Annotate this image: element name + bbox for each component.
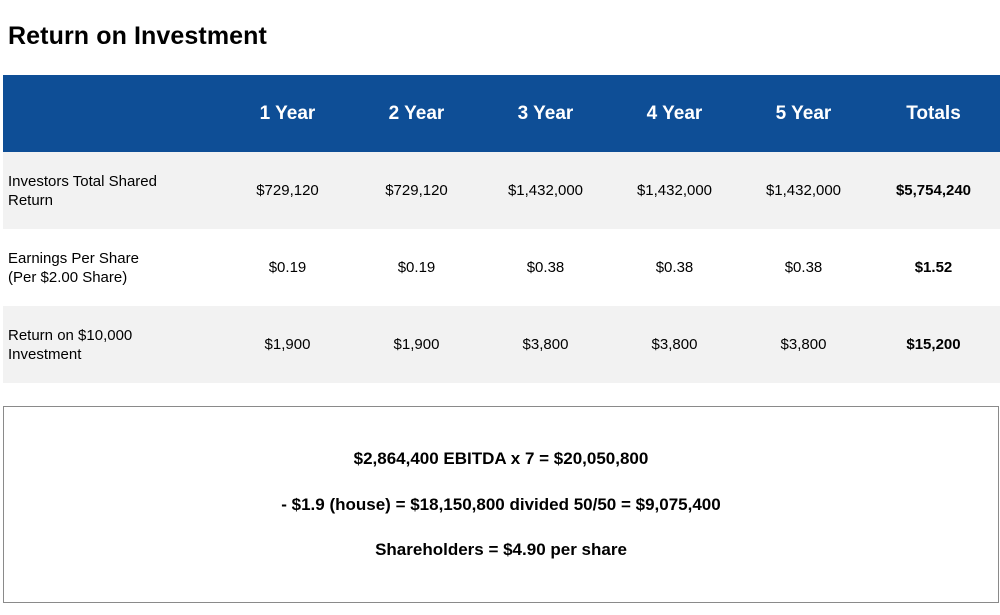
table-cell: $729,120 (256, 182, 319, 199)
table-cell: $0.38 (784, 259, 823, 276)
header-cell-year-1: 1 Year (259, 102, 316, 124)
table-cell: $3,800 (780, 336, 827, 353)
total-cell: $5,754,240 (895, 182, 972, 199)
page-title: Return on Investment (8, 22, 267, 50)
table-cell: $1,432,000 (765, 182, 842, 199)
summary-division-line: - $1.9 (house) = $18,150,800 divided 50/… (281, 495, 721, 514)
valuation-summary-box: $2,864,400 EBITDA x 7 = $20,050,800 - $1… (3, 406, 999, 603)
summary-per-share-line: Shareholders = $4.90 per share (375, 540, 627, 559)
row-label-line: Investors Total Shared (8, 172, 157, 190)
table-cell: $0.19 (268, 259, 307, 276)
header-cell-totals: Totals (906, 102, 961, 124)
header-cell-year-2: 2 Year (388, 102, 445, 124)
total-cell: $15,200 (906, 336, 961, 353)
row-label: Return on $10,000 Investment (3, 326, 223, 364)
table-cell: $3,800 (651, 336, 698, 353)
row-label-line: Investment (8, 345, 82, 363)
summary-ebitda-line: $2,864,400 EBITDA x 7 = $20,050,800 (353, 449, 649, 468)
roi-table: 1 Year 2 Year 3 Year 4 Year 5 Year Total… (3, 75, 1000, 383)
row-label-line: Earnings Per Share (8, 249, 139, 267)
table-row: Investors Total Shared Return $729,120 $… (3, 152, 1000, 229)
row-label: Investors Total Shared Return (3, 172, 223, 210)
table-cell: $0.38 (526, 259, 565, 276)
header-cell-year-5: 5 Year (775, 102, 832, 124)
total-cell: $1.52 (914, 259, 953, 276)
table-cell: $3,800 (522, 336, 569, 353)
table-header-row: 1 Year 2 Year 3 Year 4 Year 5 Year Total… (3, 75, 1000, 152)
table-cell: $729,120 (385, 182, 448, 199)
row-label: Earnings Per Share (Per $2.00 Share) (3, 249, 223, 287)
table-cell: $1,900 (264, 336, 311, 353)
table-cell: $1,432,000 (636, 182, 713, 199)
row-label-line: Return (8, 191, 54, 209)
table-row: Earnings Per Share (Per $2.00 Share) $0.… (3, 229, 1000, 306)
table-row: Return on $10,000 Investment $1,900 $1,9… (3, 306, 1000, 383)
row-label-line: Return on $10,000 (8, 326, 133, 344)
table-cell: $1,432,000 (507, 182, 584, 199)
header-cell-year-3: 3 Year (517, 102, 574, 124)
table-cell: $1,900 (393, 336, 440, 353)
header-cell-year-4: 4 Year (646, 102, 703, 124)
table-cell: $0.19 (397, 259, 436, 276)
row-label-line: (Per $2.00 Share) (8, 268, 128, 286)
table-cell: $0.38 (655, 259, 694, 276)
